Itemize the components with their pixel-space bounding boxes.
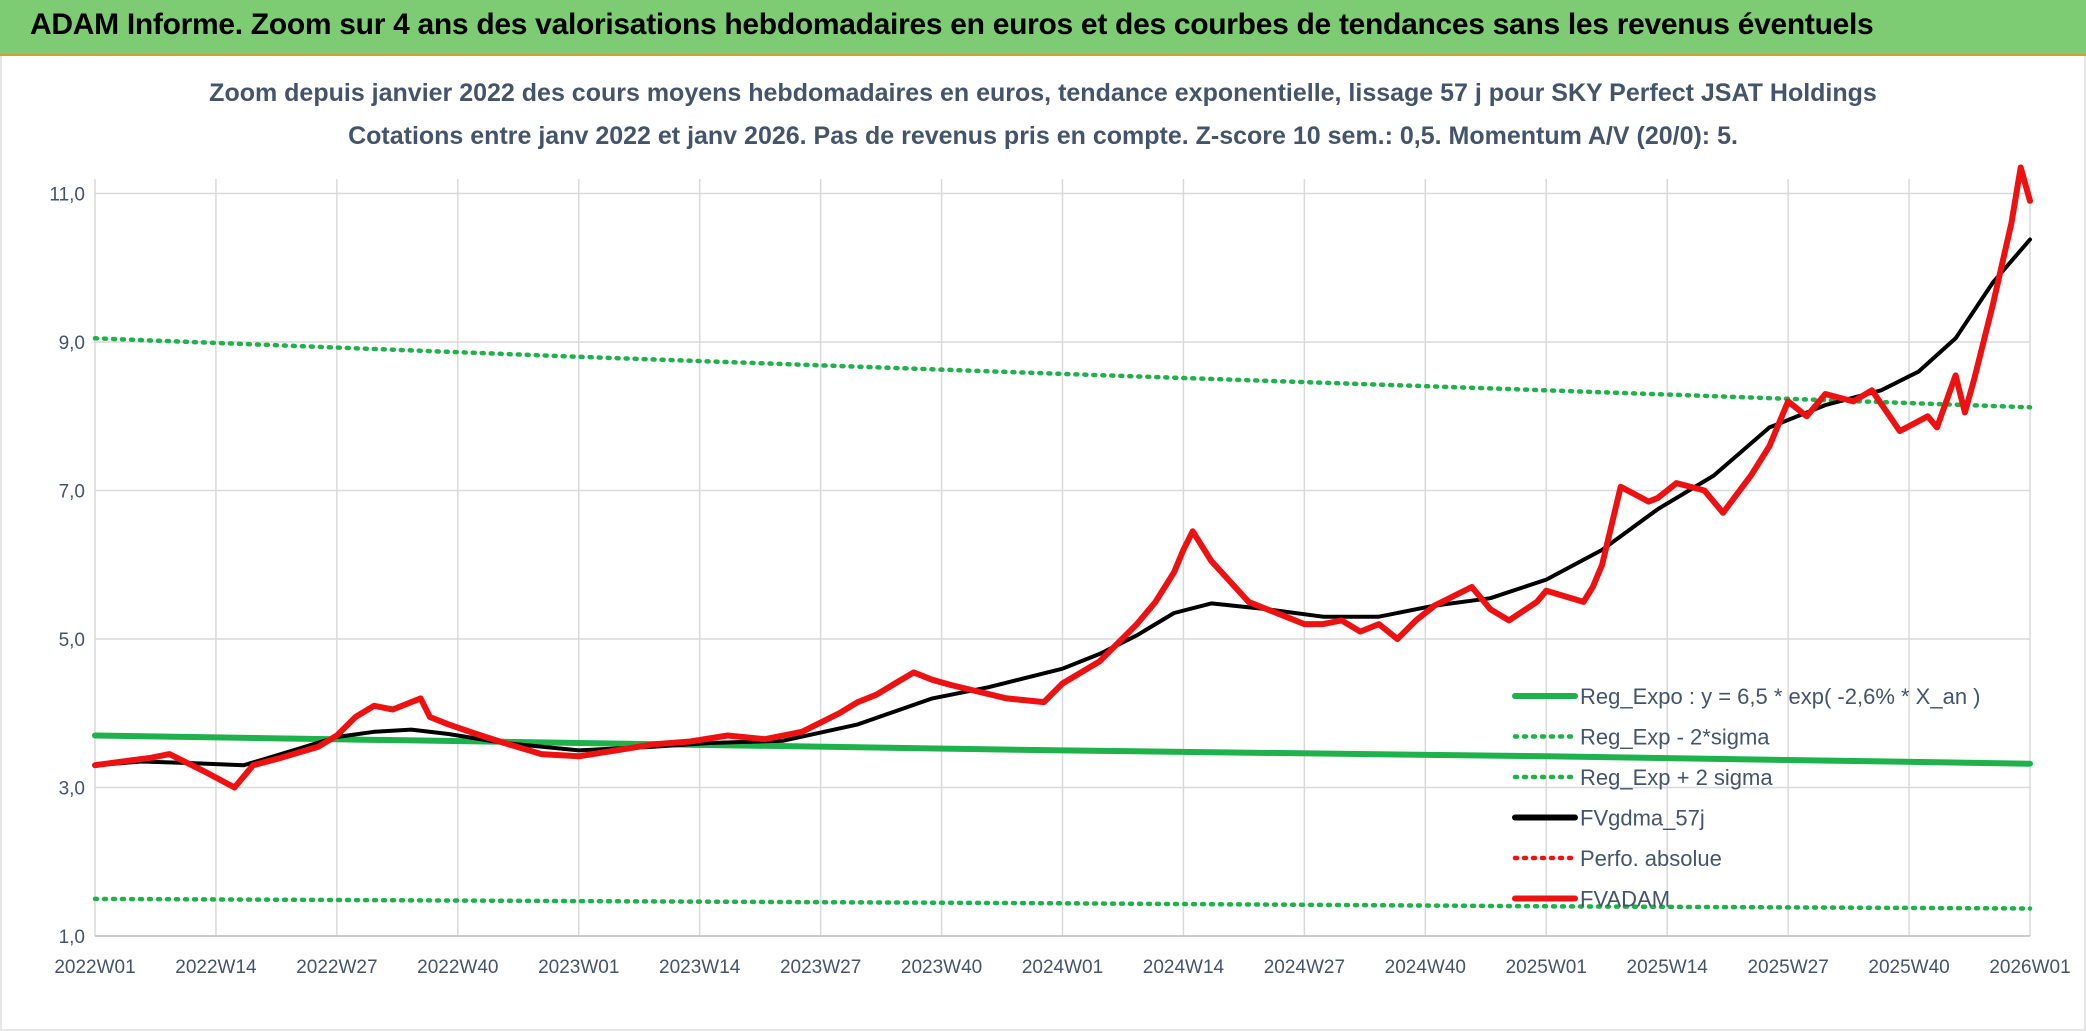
x-tick-label: 2023W14 (659, 957, 741, 978)
x-tick-label: 2024W14 (1143, 957, 1225, 978)
legend-label: Perfo. absolue (1580, 846, 1722, 871)
x-tick-label: 2022W14 (175, 957, 257, 978)
x-axis: 2022W01 2022W14 2022W27 2022W40 2023W01 2023W… (54, 957, 2070, 978)
y-axis: 1,0 3,0 5,0 7,0 9,0 11,0 (49, 185, 85, 949)
legend-label: FVADAM (1580, 887, 1670, 912)
chart: Zoom depuis janvier 2022 des cours moyen… (49, 79, 2070, 978)
x-tick-label: 2022W01 (54, 957, 135, 978)
y-tick-label: 3,0 (59, 779, 85, 800)
y-tick-label: 11,0 (49, 185, 85, 206)
y-tick-label: 5,0 (59, 630, 85, 651)
chart-title: Zoom depuis janvier 2022 des cours moyen… (209, 79, 1877, 107)
x-tick-label: 2025W27 (1747, 957, 1828, 978)
legend-label: Reg_Exp - 2*sigma (1580, 725, 1770, 750)
legend: Reg_Expo : y = 6,5 * exp( -2,6% * X_an )… (1512, 684, 1981, 912)
x-tick-label: 2024W40 (1385, 957, 1466, 978)
series-line-1 (92, 896, 2033, 911)
y-tick-label: 7,0 (59, 482, 85, 503)
legend-label: Reg_Expo : y = 6,5 * exp( -2,6% * X_an ) (1580, 684, 1981, 709)
x-tick-label: 2026W01 (1989, 957, 2070, 978)
series-line-0 (92, 732, 2033, 767)
x-tick-label: 2022W40 (417, 957, 498, 978)
series-group (92, 164, 2033, 911)
x-tick-label: 2025W40 (1868, 957, 1949, 978)
series-line-5 (92, 164, 2033, 791)
x-tick-label: 2025W14 (1627, 957, 1709, 978)
y-tick-label: 9,0 (59, 333, 85, 354)
series-line-2 (92, 336, 2033, 410)
x-tick-label: 2024W01 (1022, 957, 1103, 978)
report-header: ADAM Informe. Zoom sur 4 ans des valoris… (0, 0, 2086, 56)
x-tick-label: 2022W27 (296, 957, 377, 978)
legend-label: Reg_Exp + 2 sigma (1580, 765, 1773, 790)
x-tick-label: 2025W01 (1506, 957, 1587, 978)
x-tick-label: 2023W01 (538, 957, 619, 978)
x-tick-label: 2024W27 (1264, 957, 1345, 978)
x-tick-label: 2023W27 (780, 957, 861, 978)
y-tick-label: 1,0 (59, 927, 85, 948)
legend-label: FVgdma_57j (1580, 806, 1705, 831)
x-tick-label: 2023W40 (901, 957, 982, 978)
chart-subtitle: Cotations entre janv 2022 et janv 2026. … (348, 122, 1738, 150)
gridlines (94, 179, 2031, 937)
report-title: ADAM Informe. Zoom sur 4 ans des valoris… (30, 8, 1874, 41)
